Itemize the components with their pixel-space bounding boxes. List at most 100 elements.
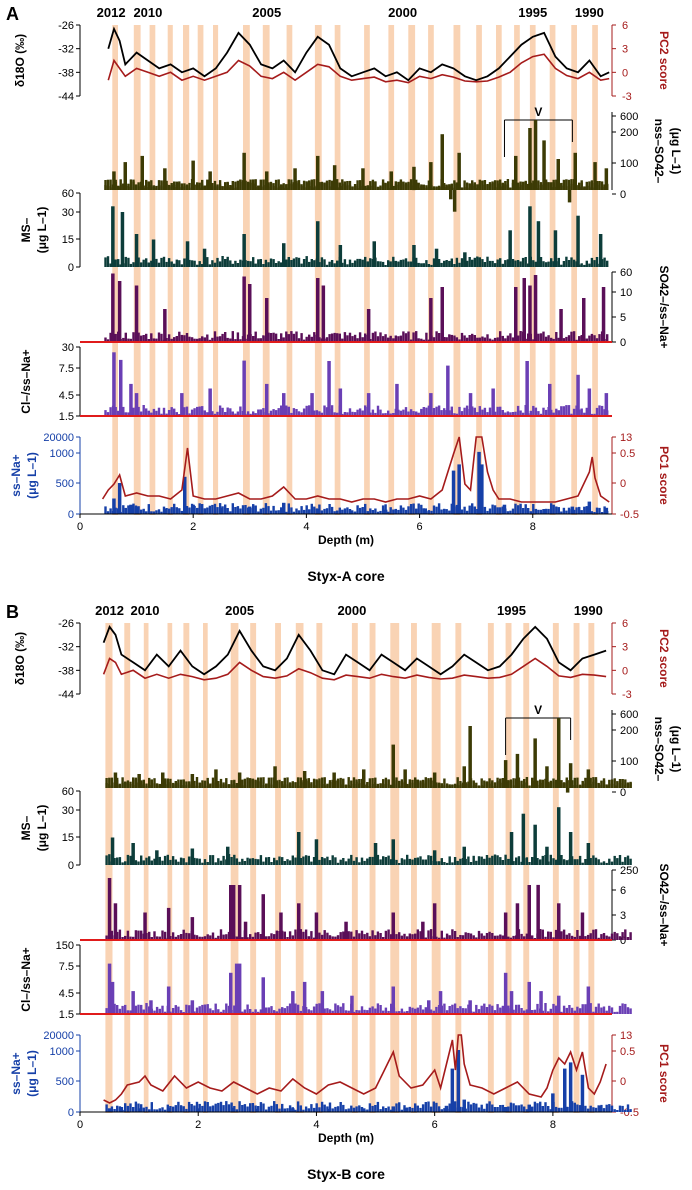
cl-bar xyxy=(445,410,448,416)
ms-bar xyxy=(524,257,527,267)
cl-bar xyxy=(211,411,214,416)
ssna-bar xyxy=(163,1109,167,1112)
ssna-bar xyxy=(403,1105,406,1112)
so4-bar xyxy=(616,933,619,940)
ms-bar xyxy=(616,858,619,865)
so4-bar xyxy=(198,936,201,940)
so4-bar xyxy=(389,335,392,342)
ms-bar xyxy=(621,861,624,865)
ssna-bar xyxy=(241,505,245,514)
ms-bar xyxy=(299,858,302,865)
ssna-bar xyxy=(451,1104,454,1112)
so4-peak xyxy=(528,285,532,342)
nss-negative-bar xyxy=(472,780,475,788)
so4-bar xyxy=(145,933,148,940)
ssna-bar xyxy=(105,1104,108,1112)
ms-bar xyxy=(374,257,377,267)
cl-bar xyxy=(196,406,199,416)
cl-bar xyxy=(346,412,349,416)
nss-bar xyxy=(516,182,520,190)
nss-negative-bar xyxy=(504,783,507,788)
nss-negative-bar xyxy=(485,781,489,788)
cl-peak xyxy=(166,986,171,1014)
cl-bar xyxy=(185,406,189,416)
ms-peak xyxy=(432,850,437,865)
so4-bar xyxy=(211,337,214,342)
cl-bar xyxy=(592,1011,595,1014)
nss-negative-bar xyxy=(315,185,319,190)
ssna-bar xyxy=(404,509,408,514)
ssna-peak xyxy=(477,451,481,514)
cl-bar xyxy=(198,1006,201,1014)
ms-bar xyxy=(589,858,592,865)
nss-negative-bar xyxy=(570,780,574,788)
nss-negative-bar xyxy=(407,183,410,190)
ms-bar xyxy=(218,261,222,267)
cl-bar xyxy=(269,410,273,416)
nss-bar xyxy=(106,179,110,190)
nss-negative-bar xyxy=(179,785,183,788)
cl-bar xyxy=(344,1010,348,1014)
so4-bar xyxy=(402,331,405,342)
nss-negative-bar xyxy=(533,780,537,788)
ssna-bar xyxy=(217,1102,220,1112)
cl-bar xyxy=(257,1011,260,1014)
ms-bar xyxy=(541,855,544,865)
nss-negative-bar xyxy=(216,186,219,190)
ms-bar xyxy=(209,855,212,865)
ms-bar xyxy=(150,260,153,267)
ssna-tick-label: 1000 xyxy=(50,1046,74,1058)
ms-bar xyxy=(491,260,494,267)
cl-bar xyxy=(477,1009,481,1014)
ssna-bar xyxy=(552,504,555,514)
nss-negative-bar xyxy=(239,179,242,190)
ms-bar xyxy=(193,857,196,865)
pc2-line xyxy=(107,53,610,84)
year-label: 1990 xyxy=(575,5,604,20)
so4-bar xyxy=(602,933,606,940)
nss-negative-bar xyxy=(224,182,227,190)
so4-bar xyxy=(292,333,296,342)
nss-negative-bar xyxy=(323,183,326,190)
nss-negative-bar xyxy=(456,785,459,788)
ms-bar xyxy=(506,259,510,267)
nss-bar xyxy=(291,781,294,788)
cl-bar xyxy=(272,409,275,416)
nss-negative-bar xyxy=(412,181,415,190)
nss-negative-bar xyxy=(185,185,189,190)
cl-bar xyxy=(177,1006,180,1014)
ssna-bar xyxy=(589,1105,592,1112)
nss-peak xyxy=(542,140,546,190)
nss-negative-bar xyxy=(137,182,140,190)
so4-bar xyxy=(407,331,410,342)
so4-bar xyxy=(468,335,471,342)
ssna-peak xyxy=(183,476,187,514)
nss-negative-bar xyxy=(400,779,404,788)
cl-bar xyxy=(603,409,606,416)
cl-bar xyxy=(408,1006,411,1014)
so4-bar xyxy=(448,935,451,940)
so4-bar xyxy=(364,333,367,342)
so4-peak xyxy=(279,912,283,940)
nss-negative-bar xyxy=(465,187,469,190)
nss-negative-bar xyxy=(195,785,199,788)
nss-negative-bar xyxy=(379,185,382,190)
nss-negative-bar xyxy=(334,781,337,788)
cl-bar xyxy=(132,407,135,416)
ssna-bar xyxy=(169,1106,172,1112)
cl-bar xyxy=(528,1010,531,1014)
so4-bar xyxy=(496,337,499,342)
cl-bar xyxy=(371,409,375,416)
nss-negative-bar xyxy=(618,779,622,788)
cl-bar xyxy=(562,406,566,416)
nss-negative-bar xyxy=(382,779,385,788)
so4-bar xyxy=(547,931,550,940)
ms-bar xyxy=(557,860,560,865)
ssna-bar xyxy=(290,507,293,514)
ms-peak xyxy=(314,839,319,865)
ms-bar xyxy=(203,859,207,865)
ms-bar xyxy=(430,264,433,267)
nss-negative-bar xyxy=(392,185,395,190)
cl-bar xyxy=(333,412,336,416)
ms-bar xyxy=(463,258,466,267)
